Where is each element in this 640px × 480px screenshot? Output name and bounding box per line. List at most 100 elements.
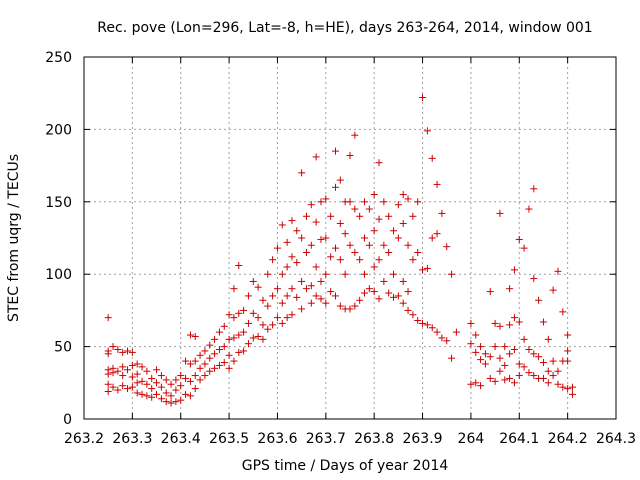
data-point	[196, 376, 204, 384]
data-point	[264, 302, 272, 310]
data-point	[346, 198, 354, 206]
data-point	[264, 325, 272, 333]
data-point	[346, 151, 354, 159]
data-point	[153, 379, 161, 387]
data-point	[128, 373, 136, 381]
data-point	[322, 299, 330, 307]
data-point	[225, 364, 233, 372]
data-point	[525, 345, 533, 353]
data-point	[385, 289, 393, 297]
data-point	[235, 331, 243, 339]
data-point	[283, 238, 291, 246]
x-axis-label: GPS time / Days of year 2014	[242, 458, 449, 474]
data-point	[114, 386, 122, 394]
data-point	[182, 357, 190, 365]
x-tick-label: 264.2	[548, 431, 588, 447]
data-point	[506, 321, 514, 329]
data-point	[375, 215, 383, 223]
y-axis-label: STEC from uqrg / TECUs	[6, 154, 22, 322]
data-point	[119, 372, 127, 380]
data-point	[481, 350, 489, 358]
data-point	[539, 318, 547, 326]
data-point	[244, 292, 252, 300]
data-point	[104, 314, 112, 322]
data-point	[293, 259, 301, 267]
data-point	[477, 382, 485, 390]
data-point	[351, 131, 359, 139]
y-tick-label: 50	[54, 340, 72, 356]
data-point	[283, 292, 291, 300]
data-point	[380, 241, 388, 249]
data-point	[351, 302, 359, 310]
data-point	[414, 198, 422, 206]
data-point	[211, 364, 219, 372]
data-point	[211, 350, 219, 358]
data-point	[119, 363, 127, 371]
data-point	[370, 263, 378, 271]
data-point	[530, 275, 538, 283]
data-point	[167, 380, 175, 388]
data-point	[244, 319, 252, 327]
data-point	[428, 324, 436, 332]
data-point	[419, 94, 427, 102]
data-point	[530, 372, 538, 380]
data-point	[448, 270, 456, 278]
x-tick-label: 263.2	[64, 431, 104, 447]
data-point	[298, 305, 306, 313]
y-tick-label: 0	[63, 412, 72, 428]
data-point	[423, 321, 431, 329]
data-point	[259, 296, 267, 304]
data-point	[559, 383, 567, 391]
data-point	[249, 277, 257, 285]
data-point	[211, 335, 219, 343]
data-point	[530, 350, 538, 358]
data-point	[510, 266, 518, 274]
data-point	[138, 390, 146, 398]
data-point	[385, 248, 393, 256]
data-point	[443, 337, 451, 345]
data-point	[298, 169, 306, 177]
data-point	[491, 343, 499, 351]
data-point	[230, 285, 238, 293]
data-point	[119, 382, 127, 390]
data-point	[544, 379, 552, 387]
data-point	[472, 331, 480, 339]
data-point	[452, 328, 460, 336]
data-point	[148, 393, 156, 401]
data-point	[162, 398, 170, 406]
data-point	[336, 302, 344, 310]
data-point	[138, 363, 146, 371]
data-point	[443, 243, 451, 251]
data-point	[331, 183, 339, 191]
data-point	[419, 266, 427, 274]
data-point	[486, 353, 494, 361]
x-tick-label: 264.1	[499, 431, 539, 447]
chart-title: Rec. pove (Lon=296, Lat=-8, h=HE), days …	[97, 20, 592, 36]
data-point	[467, 340, 475, 348]
data-point	[240, 328, 248, 336]
data-point	[109, 343, 117, 351]
data-point	[510, 314, 518, 322]
data-point	[477, 356, 485, 364]
data-point	[220, 322, 228, 330]
data-point	[249, 334, 257, 342]
data-point	[375, 295, 383, 303]
data-point	[327, 288, 335, 296]
data-point	[361, 270, 369, 278]
data-point	[322, 270, 330, 278]
data-point	[433, 230, 441, 238]
data-point	[104, 370, 112, 378]
data-point	[525, 205, 533, 213]
data-point	[365, 241, 373, 249]
data-point	[535, 296, 543, 304]
data-point	[269, 321, 277, 329]
y-tick-label: 100	[45, 267, 72, 283]
data-point	[414, 248, 422, 256]
data-point	[404, 195, 412, 203]
data-point	[225, 351, 233, 359]
data-point	[191, 357, 199, 365]
data-point	[399, 191, 407, 199]
data-point	[438, 334, 446, 342]
data-point	[235, 309, 243, 317]
x-tick-label: 263.7	[306, 431, 346, 447]
